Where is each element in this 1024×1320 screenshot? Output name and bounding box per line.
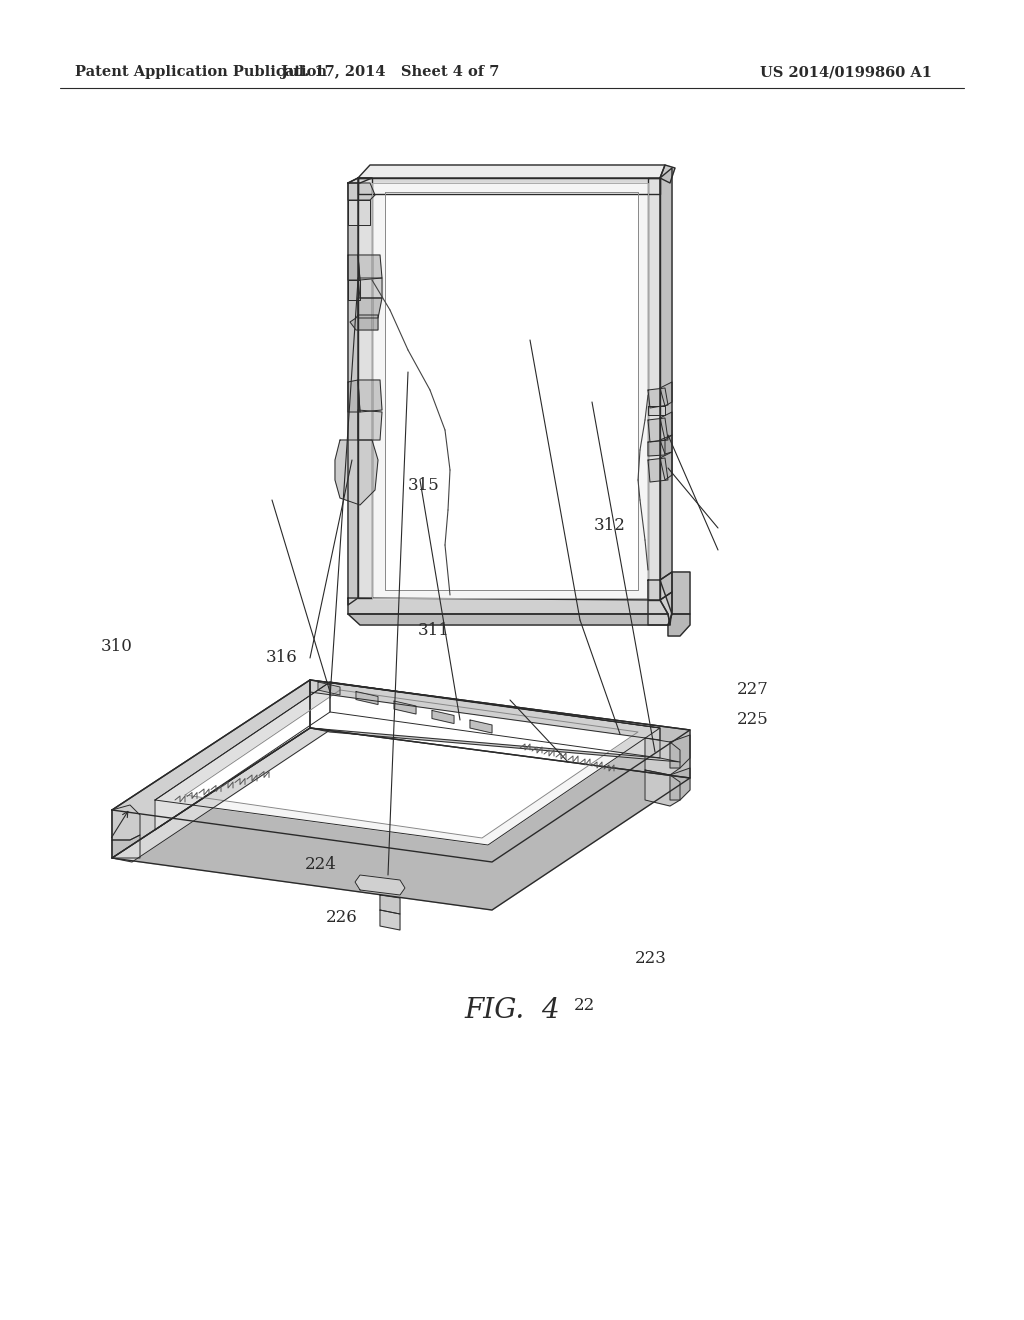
Text: 311: 311: [418, 623, 450, 639]
Polygon shape: [330, 682, 660, 758]
Polygon shape: [348, 255, 360, 280]
Text: 225: 225: [737, 711, 769, 727]
Polygon shape: [394, 701, 416, 714]
Polygon shape: [358, 411, 382, 440]
Polygon shape: [372, 183, 648, 598]
Polygon shape: [335, 440, 378, 506]
Polygon shape: [380, 909, 400, 931]
Polygon shape: [112, 680, 310, 858]
Polygon shape: [348, 280, 360, 300]
Polygon shape: [668, 614, 690, 636]
Polygon shape: [380, 895, 400, 913]
Polygon shape: [645, 770, 680, 807]
Polygon shape: [358, 279, 382, 298]
Polygon shape: [348, 201, 370, 224]
Polygon shape: [648, 440, 665, 455]
Polygon shape: [358, 165, 665, 178]
Polygon shape: [358, 178, 660, 194]
Polygon shape: [648, 458, 668, 482]
Polygon shape: [155, 682, 660, 845]
Polygon shape: [358, 255, 382, 280]
Text: 223: 223: [635, 950, 667, 966]
Polygon shape: [112, 729, 690, 909]
Text: 22: 22: [573, 998, 595, 1014]
Text: 310: 310: [100, 639, 132, 655]
Polygon shape: [660, 168, 672, 601]
Polygon shape: [348, 614, 670, 624]
Polygon shape: [385, 191, 638, 590]
Polygon shape: [660, 572, 690, 614]
Polygon shape: [112, 805, 140, 840]
Polygon shape: [358, 178, 372, 598]
Polygon shape: [348, 380, 360, 412]
Polygon shape: [470, 719, 492, 733]
Polygon shape: [645, 738, 680, 775]
Polygon shape: [348, 183, 375, 201]
Polygon shape: [358, 298, 382, 318]
Polygon shape: [670, 768, 690, 800]
Text: Patent Application Publication: Patent Application Publication: [75, 65, 327, 79]
Polygon shape: [648, 572, 672, 624]
Polygon shape: [358, 380, 382, 412]
Text: 312: 312: [594, 517, 626, 533]
Polygon shape: [348, 178, 372, 183]
Polygon shape: [310, 729, 680, 762]
Polygon shape: [660, 381, 672, 407]
Polygon shape: [318, 682, 340, 696]
Text: 227: 227: [737, 681, 769, 697]
Text: US 2014/0199860 A1: US 2014/0199860 A1: [760, 65, 932, 79]
Polygon shape: [350, 315, 378, 330]
Polygon shape: [648, 388, 668, 408]
Polygon shape: [112, 836, 140, 858]
Polygon shape: [155, 682, 330, 830]
Text: 224: 224: [305, 857, 337, 873]
Polygon shape: [648, 178, 660, 601]
Text: 226: 226: [326, 909, 357, 925]
Polygon shape: [432, 710, 454, 723]
Polygon shape: [356, 692, 378, 705]
Polygon shape: [348, 598, 668, 614]
Polygon shape: [355, 875, 406, 895]
Polygon shape: [310, 680, 660, 741]
Polygon shape: [660, 436, 672, 454]
Polygon shape: [660, 451, 672, 480]
Polygon shape: [660, 412, 672, 440]
Polygon shape: [348, 178, 358, 605]
Polygon shape: [648, 418, 668, 442]
Polygon shape: [310, 680, 690, 777]
Polygon shape: [670, 735, 690, 768]
Text: FIG.  4: FIG. 4: [464, 997, 560, 1023]
Text: Jul. 17, 2014   Sheet 4 of 7: Jul. 17, 2014 Sheet 4 of 7: [281, 65, 499, 79]
Text: 316: 316: [266, 649, 298, 665]
Polygon shape: [112, 729, 330, 862]
Polygon shape: [112, 680, 690, 862]
Polygon shape: [660, 591, 672, 624]
Polygon shape: [185, 690, 638, 838]
Text: 315: 315: [408, 478, 439, 494]
Polygon shape: [648, 407, 665, 414]
Polygon shape: [660, 165, 675, 183]
